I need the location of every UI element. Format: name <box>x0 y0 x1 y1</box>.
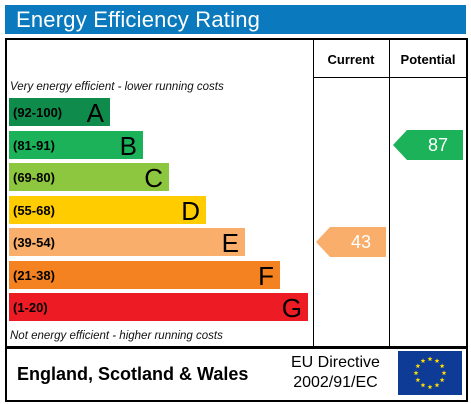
rating-band-f: (21-38) F <box>9 260 280 291</box>
band-range: (1-20) <box>13 300 48 315</box>
band-letter: E <box>221 228 239 258</box>
bottom-note: Not energy efficient - higher running co… <box>10 330 223 342</box>
column-divider <box>389 40 390 346</box>
rating-chart: Current Potential Very energy efficient … <box>5 38 468 348</box>
potential-column-header: Potential <box>400 52 456 67</box>
band-range: (69-80) <box>13 170 55 185</box>
band-range: (55-68) <box>13 202 55 218</box>
eu-star <box>420 358 426 363</box>
current-arrow-shape <box>316 227 386 257</box>
top-note: Very energy efficient - lower running co… <box>10 81 224 93</box>
column-divider <box>313 40 314 346</box>
eu-flag-icon <box>398 351 462 395</box>
band-letter: C <box>144 163 163 193</box>
eu-star <box>434 358 440 363</box>
title-bar: Energy Efficiency Rating <box>5 5 466 34</box>
current-column-header: Current <box>327 52 375 67</box>
eu-directive: EU Directive 2002/91/EC <box>291 353 380 393</box>
page-title: Energy Efficiency Rating <box>16 7 261 32</box>
band-range: (21-38) <box>13 267 55 283</box>
rating-band-e: (39-54) E <box>9 228 245 258</box>
potential-rating-arrow: 87 <box>393 129 463 160</box>
footer: England, Scotland & Wales EU Directive 2… <box>5 347 468 402</box>
rating-band-c: (69-80) C <box>9 163 169 193</box>
eu-star <box>427 356 433 362</box>
band-letter: A <box>86 98 104 128</box>
footer-region: England, Scotland & Wales <box>17 364 249 384</box>
rating-band-b: (81-91) B <box>9 130 143 161</box>
potential-arrow-shape <box>393 129 463 160</box>
header-divider <box>313 77 466 78</box>
band-range: (39-54) <box>13 235 55 250</box>
eu-star <box>420 382 426 388</box>
band-range: (81-91) <box>13 137 55 153</box>
band-letter: F <box>258 260 274 291</box>
eu-star <box>434 382 440 388</box>
eu-star <box>427 384 433 390</box>
band-range: (92-100) <box>13 105 63 120</box>
current-rating-arrow: 43 <box>316 227 386 257</box>
eu-directive-line2: 2002/91/EC <box>293 374 378 391</box>
eu-star <box>415 363 421 369</box>
current-rating-value: 43 <box>350 232 372 252</box>
eu-star <box>415 377 421 383</box>
eu-star <box>413 370 419 376</box>
band-letter: G <box>281 293 302 323</box>
band-letter: B <box>119 130 137 161</box>
rating-band-g: (1-20) G <box>9 293 308 323</box>
potential-rating-value: 87 <box>427 134 449 155</box>
rating-band-a: (92-100) A <box>9 98 110 128</box>
eu-directive-line1: EU Directive <box>291 354 380 371</box>
band-letter: D <box>181 195 200 226</box>
eu-star <box>441 370 447 376</box>
rating-band-d: (55-68) D <box>9 195 206 226</box>
eu-star <box>439 363 445 369</box>
eu-star <box>439 377 445 383</box>
